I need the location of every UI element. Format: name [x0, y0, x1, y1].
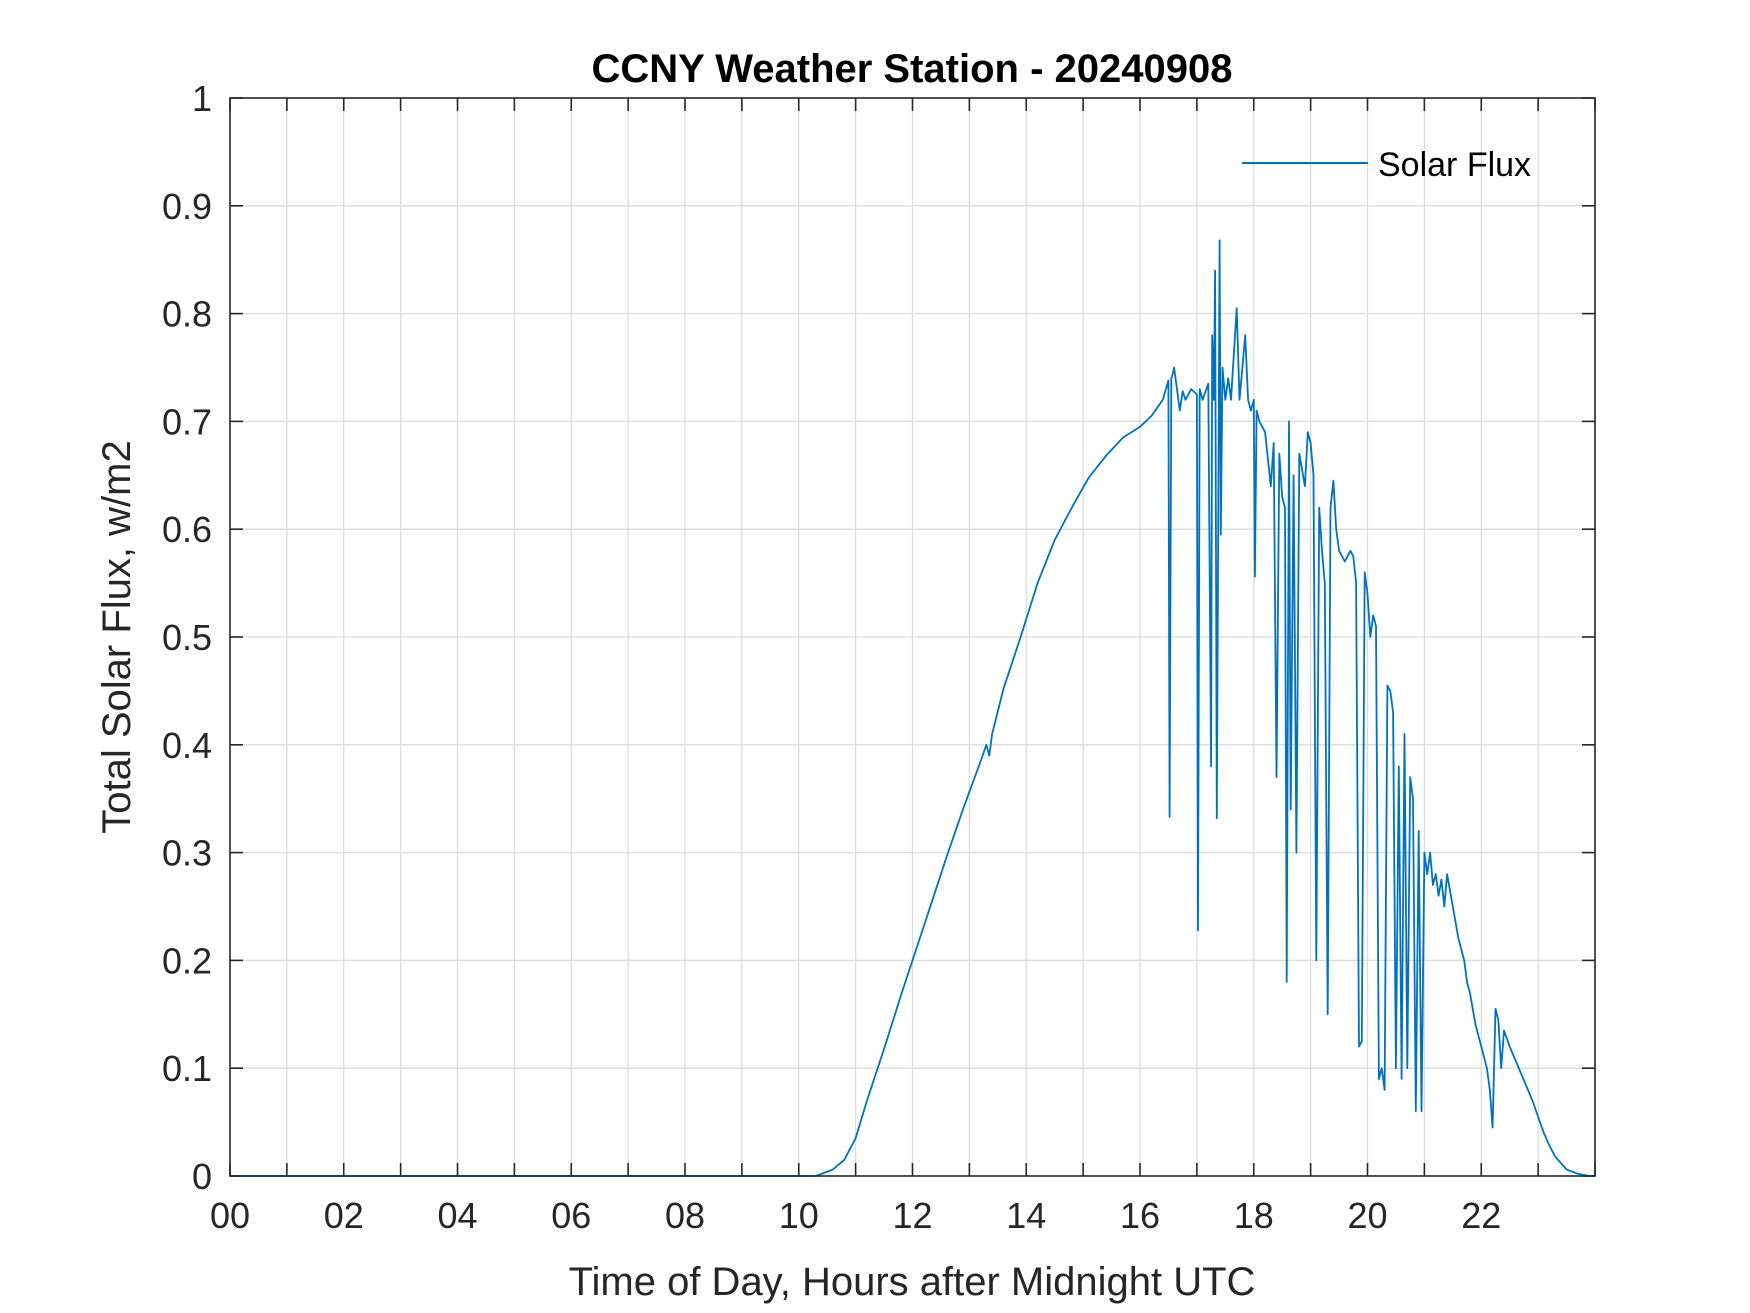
y-tick-label: 0.9: [162, 186, 212, 227]
y-tick-label: 0.1: [162, 1048, 212, 1089]
x-tick-label: 00: [210, 1195, 250, 1236]
y-tick-label: 0.7: [162, 401, 212, 442]
y-tick-label: 0.2: [162, 940, 212, 981]
x-axis-label: Time of Day, Hours after Midnight UTC: [569, 1260, 1256, 1304]
y-tick-label: 1: [192, 78, 212, 119]
y-tick-label: 0.6: [162, 509, 212, 550]
y-tick-label: 0.3: [162, 833, 212, 874]
y-tick-label: 0.8: [162, 294, 212, 335]
y-tick-label: 0: [192, 1156, 212, 1197]
x-tick-label: 06: [551, 1195, 591, 1236]
series-layer: [230, 239, 1595, 1177]
y-tick-label: 0.4: [162, 725, 212, 766]
legend: Solar Flux: [1242, 146, 1531, 184]
x-tick-label: 22: [1461, 1195, 1501, 1236]
legend-label-solar-flux: Solar Flux: [1378, 146, 1531, 184]
x-tick-label: 10: [779, 1195, 819, 1236]
y-axis-label: Total Solar Flux, w/m2: [95, 440, 139, 833]
x-tick-label: 08: [665, 1195, 705, 1236]
axes-frame: [229, 97, 1596, 1177]
x-tick-label: 04: [437, 1195, 477, 1236]
x-tick-label: 16: [1120, 1195, 1160, 1236]
x-tick-labels: 00 02 04 06 08 10 12 14 16 18 20 22: [210, 1195, 1501, 1236]
x-tick-label: 14: [1006, 1195, 1046, 1236]
x-tick-label: 18: [1234, 1195, 1274, 1236]
x-tick-label: 20: [1347, 1195, 1387, 1236]
y-tick-labels: 0 0.1 0.2 0.3 0.4 0.5 0.6 0.7 0.8 0.9 1: [162, 78, 212, 1197]
y-tick-label: 0.5: [162, 617, 212, 658]
series-line-solar-flux: [230, 239, 1595, 1177]
chart-title: CCNY Weather Station - 20240908: [592, 47, 1233, 91]
x-tick-label: 02: [324, 1195, 364, 1236]
x-tick-label: 12: [892, 1195, 932, 1236]
